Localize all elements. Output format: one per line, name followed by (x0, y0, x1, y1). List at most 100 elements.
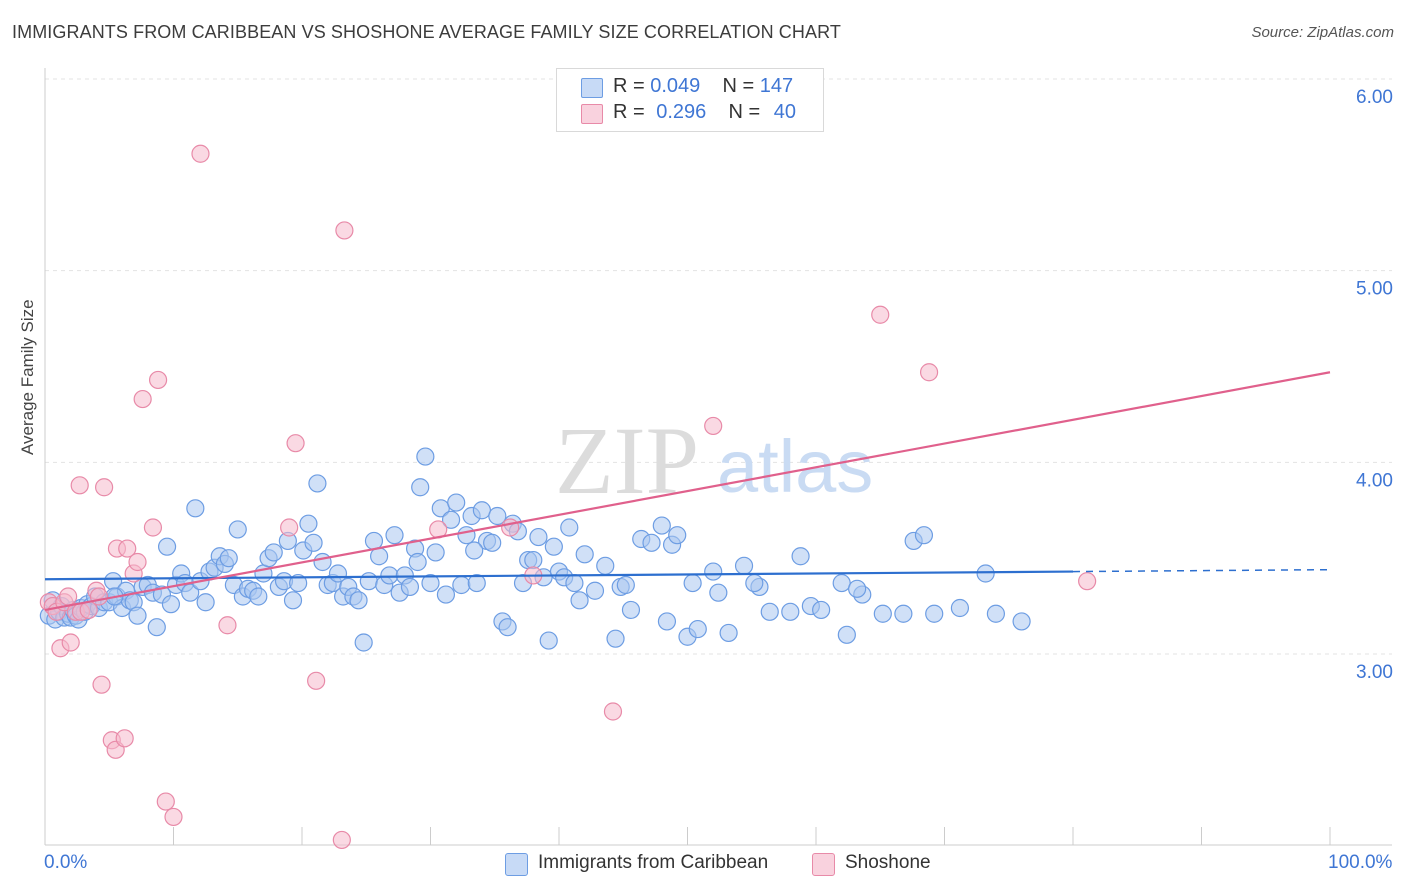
caribbean-point (544, 537, 563, 556)
shoshone-point (95, 478, 114, 497)
caribbean-point (483, 533, 502, 552)
caribbean-point (264, 543, 283, 562)
caribbean-point (652, 516, 671, 535)
caribbean-point (657, 612, 677, 631)
y-tick-label: 4.00 (1356, 470, 1393, 491)
caribbean-point (791, 547, 810, 566)
caribbean-point (488, 506, 507, 526)
caribbean-point (688, 619, 707, 639)
caribbean-point (560, 518, 579, 537)
caribbean-point (709, 583, 728, 602)
caribbean-point (565, 573, 584, 593)
shoshone-point (61, 633, 80, 652)
legend-label-shoshone: Shoshone (845, 852, 931, 873)
caribbean-point (642, 533, 661, 552)
caribbean-point (289, 573, 308, 593)
caribbean-point (441, 510, 461, 529)
caribbean-point (452, 575, 471, 595)
caribbean-point (539, 631, 558, 650)
caribbean-point (426, 543, 445, 562)
caribbean-point (416, 447, 435, 466)
shoshone-point (335, 221, 354, 240)
caribbean-point (147, 618, 166, 637)
caribbean-point (914, 526, 934, 545)
caribbean-point (986, 604, 1006, 623)
shoshone-point (115, 729, 134, 748)
legend-swatch-caribbean (505, 853, 528, 876)
watermark-zip: ZIP (555, 407, 699, 514)
caribbean-point (950, 598, 970, 618)
caribbean-point (873, 604, 892, 623)
series-caribbean-points (39, 447, 1031, 652)
x-tick-min: 0.0% (44, 852, 88, 873)
trend-lines (44, 371, 1331, 611)
caribbean-point (529, 527, 548, 547)
shoshone-point (128, 552, 147, 572)
legend-swatch-shoshone (581, 104, 603, 124)
shoshone-point (218, 616, 237, 635)
caribbean-point (596, 556, 615, 575)
shoshone-point (89, 587, 109, 606)
caribbean-point (925, 604, 944, 623)
legend-swatch-caribbean (581, 78, 603, 98)
y-axis-label: Average Family Size (18, 299, 37, 455)
caribbean-point (400, 577, 420, 597)
caribbean-point (219, 549, 238, 568)
caribbean-point (186, 499, 205, 518)
shoshone-point (92, 675, 111, 694)
shoshone-point (871, 305, 890, 324)
caribbean-point (976, 564, 995, 583)
legend-swatch-shoshone (812, 853, 835, 876)
caribbean-point (447, 493, 466, 512)
shoshone-point (501, 518, 520, 537)
legend-stats: R = 0.049 N = 147 R = 0.296 N = 40 (556, 68, 824, 132)
caribbean-point (467, 573, 486, 593)
caribbean-point (196, 593, 215, 612)
caribbean-point (719, 623, 738, 643)
caribbean-point (704, 562, 723, 581)
legend-r-value: 0.296 (656, 101, 707, 123)
caribbean-point (228, 520, 247, 539)
caribbean-point (354, 633, 373, 652)
legend-r-label: R = (613, 101, 645, 123)
y-tick-labels: 6.00 5.00 4.00 3.00 (1356, 87, 1393, 683)
caribbean-point (128, 606, 147, 625)
caribbean-point (359, 572, 378, 591)
y-tick-label: 6.00 (1356, 87, 1393, 108)
caribbean-point (283, 591, 303, 610)
shoshone-point (164, 807, 183, 827)
caribbean-point (498, 618, 517, 637)
shoshone-point (70, 476, 89, 495)
caribbean-point (812, 600, 831, 620)
caribbean-point (621, 600, 641, 620)
shoshone-point (332, 830, 351, 850)
shoshone-point (919, 363, 939, 382)
caribbean-point (411, 478, 430, 497)
caribbean-point (1012, 612, 1031, 631)
caribbean-point (349, 591, 368, 610)
caribbean-point (606, 629, 625, 648)
caribbean-point (585, 581, 605, 600)
shoshone-point (156, 792, 175, 811)
shoshone-point (704, 416, 723, 436)
legend-n-label: N = (728, 101, 761, 123)
shoshone-point (118, 539, 137, 558)
caribbean-point (304, 533, 323, 552)
legend-label-caribbean: Immigrants from Caribbean (538, 852, 769, 873)
caribbean-point (385, 526, 404, 545)
caribbean-point (668, 526, 687, 545)
caribbean-point (894, 604, 913, 623)
shoshone-point (59, 587, 78, 606)
shoshone-point (603, 702, 623, 721)
legend-n-label: N = (722, 75, 755, 97)
shoshone-point (280, 518, 299, 537)
caribbean-point (436, 585, 456, 604)
caribbean-point (781, 602, 800, 621)
axes (44, 68, 1392, 846)
caribbean-point (760, 602, 779, 621)
caribbean-point (734, 556, 754, 575)
caribbean-point (848, 579, 867, 598)
caribbean-point (249, 587, 268, 606)
caribbean-point (457, 526, 476, 545)
